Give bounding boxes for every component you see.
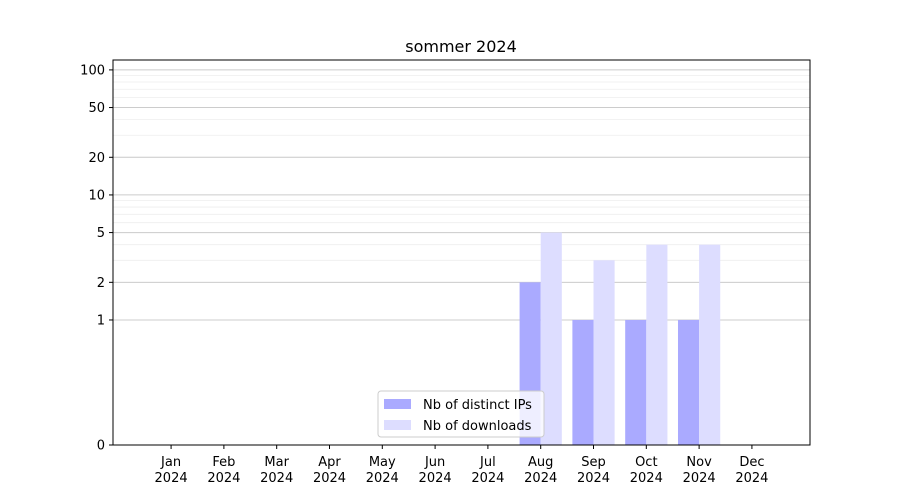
x-tick-label: 2024 bbox=[155, 471, 188, 486]
x-tick-label: 2024 bbox=[419, 471, 452, 486]
x-tick-label: 2024 bbox=[735, 471, 768, 486]
legend-swatch bbox=[384, 399, 411, 409]
bar bbox=[677, 319, 700, 445]
x-tick-label: Jan bbox=[160, 455, 181, 470]
legend-label: Nb of downloads bbox=[423, 419, 532, 434]
x-tick-label: 2024 bbox=[577, 471, 610, 486]
axes bbox=[109, 59, 811, 449]
x-tick-label: 2024 bbox=[207, 471, 240, 486]
x-tick-label: Jul bbox=[479, 455, 496, 470]
bar bbox=[540, 232, 562, 445]
bars bbox=[519, 232, 721, 445]
plot-frame bbox=[112, 59, 811, 446]
x-tick-label: Aug bbox=[528, 455, 553, 470]
bar bbox=[699, 244, 721, 445]
y-tick-label: 50 bbox=[88, 101, 105, 116]
legend-label: Nb of distinct IPs bbox=[423, 398, 532, 413]
tick-labels: 0125102050100Jan2024Feb2024Mar2024Apr202… bbox=[80, 63, 768, 486]
x-tick-label: 2024 bbox=[683, 471, 716, 486]
bar bbox=[572, 319, 594, 445]
x-tick-label: Mar bbox=[264, 455, 289, 470]
y-tick-label: 5 bbox=[97, 226, 105, 241]
x-tick-label: May bbox=[369, 455, 396, 470]
bar bbox=[646, 244, 668, 445]
legend-box bbox=[377, 390, 545, 438]
y-tick-label: 20 bbox=[88, 151, 105, 166]
x-tick-label: Jun bbox=[424, 455, 445, 470]
x-tick-label: 2024 bbox=[260, 471, 293, 486]
x-tick-label: 2024 bbox=[366, 471, 399, 486]
x-tick-label: 2024 bbox=[630, 471, 663, 486]
legend-swatch bbox=[384, 420, 411, 430]
legend: Nb of distinct IPs Nb of downloads bbox=[377, 390, 545, 438]
x-tick-label: Sep bbox=[581, 455, 606, 470]
x-tick-label: Apr bbox=[318, 455, 341, 470]
x-tick-label: Nov bbox=[686, 455, 712, 470]
x-tick-label: 2024 bbox=[524, 471, 557, 486]
y-tick-label: 0 bbox=[97, 439, 105, 454]
x-tick-label: Dec bbox=[739, 455, 764, 470]
y-tick-label: 10 bbox=[88, 188, 105, 203]
x-tick-label: 2024 bbox=[313, 471, 346, 486]
x-tick-label: 2024 bbox=[471, 471, 504, 486]
x-tick-label: Oct bbox=[635, 455, 657, 470]
bar bbox=[625, 319, 647, 445]
chart-title: sommer 2024 bbox=[405, 37, 517, 56]
grid bbox=[113, 69, 810, 321]
y-tick-label: 2 bbox=[97, 276, 105, 291]
x-tick-label: Feb bbox=[212, 455, 235, 470]
y-tick-label: 100 bbox=[80, 63, 105, 78]
y-tick-label: 1 bbox=[97, 313, 105, 328]
bar bbox=[593, 260, 615, 445]
